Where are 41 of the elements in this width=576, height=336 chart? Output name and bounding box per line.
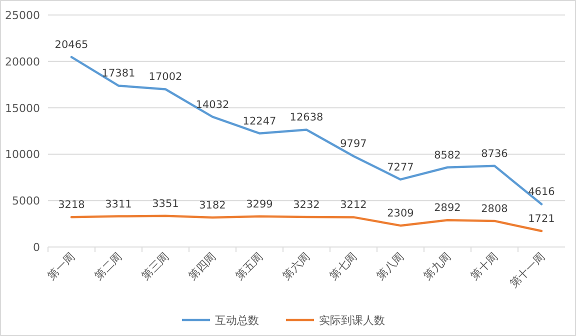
data-label: 14032 <box>196 98 230 111</box>
data-label: 2808 <box>481 202 508 215</box>
data-label: 2892 <box>434 202 461 214</box>
y-tick-label: 20000 <box>5 55 40 68</box>
data-label: 12247 <box>242 115 276 128</box>
y-tick-label: 10000 <box>5 148 40 162</box>
data-label: 3311 <box>105 198 132 210</box>
x-tick-label: 第三周 <box>139 250 172 282</box>
x-tick-label: 第二周 <box>92 250 125 282</box>
data-label: 20465 <box>54 39 88 52</box>
data-label: 4616 <box>528 186 556 198</box>
legend-label: 互动总数 <box>215 314 259 327</box>
data-label: 12638 <box>290 112 324 124</box>
data-label: 8582 <box>434 149 461 162</box>
legend-label: 实际到课人数 <box>319 314 385 327</box>
y-tick-label: 0 <box>33 241 40 254</box>
data-label: 3299 <box>246 198 273 210</box>
data-label: 3212 <box>340 199 367 212</box>
data-label: 7277 <box>387 161 414 174</box>
x-tick-label: 第六周 <box>280 250 313 282</box>
x-tick-label: 第十一周 <box>507 250 548 290</box>
data-label: 3351 <box>152 198 179 210</box>
data-label: 17381 <box>102 68 136 80</box>
y-tick-label: 25000 <box>5 9 40 22</box>
data-label: 2309 <box>387 208 414 220</box>
x-tick-label: 第五周 <box>233 250 266 282</box>
data-label: 9797 <box>340 138 367 150</box>
data-label: 17002 <box>148 71 182 84</box>
y-tick-label: 5000 <box>12 194 40 208</box>
x-tick-label: 第七周 <box>327 250 360 282</box>
x-tick-label: 第八周 <box>374 250 407 282</box>
x-tick-label: 第九周 <box>421 250 454 282</box>
x-tick-label: 第十周 <box>468 250 501 282</box>
x-tick-label: 第四周 <box>186 250 219 282</box>
data-label: 3232 <box>293 199 320 212</box>
data-label: 1721 <box>528 213 555 226</box>
x-tick-label: 第一周 <box>45 250 78 282</box>
data-label: 8736 <box>481 148 508 160</box>
y-tick-label: 15000 <box>5 102 40 115</box>
data-label: 3182 <box>199 199 226 212</box>
data-label: 3218 <box>58 199 85 212</box>
